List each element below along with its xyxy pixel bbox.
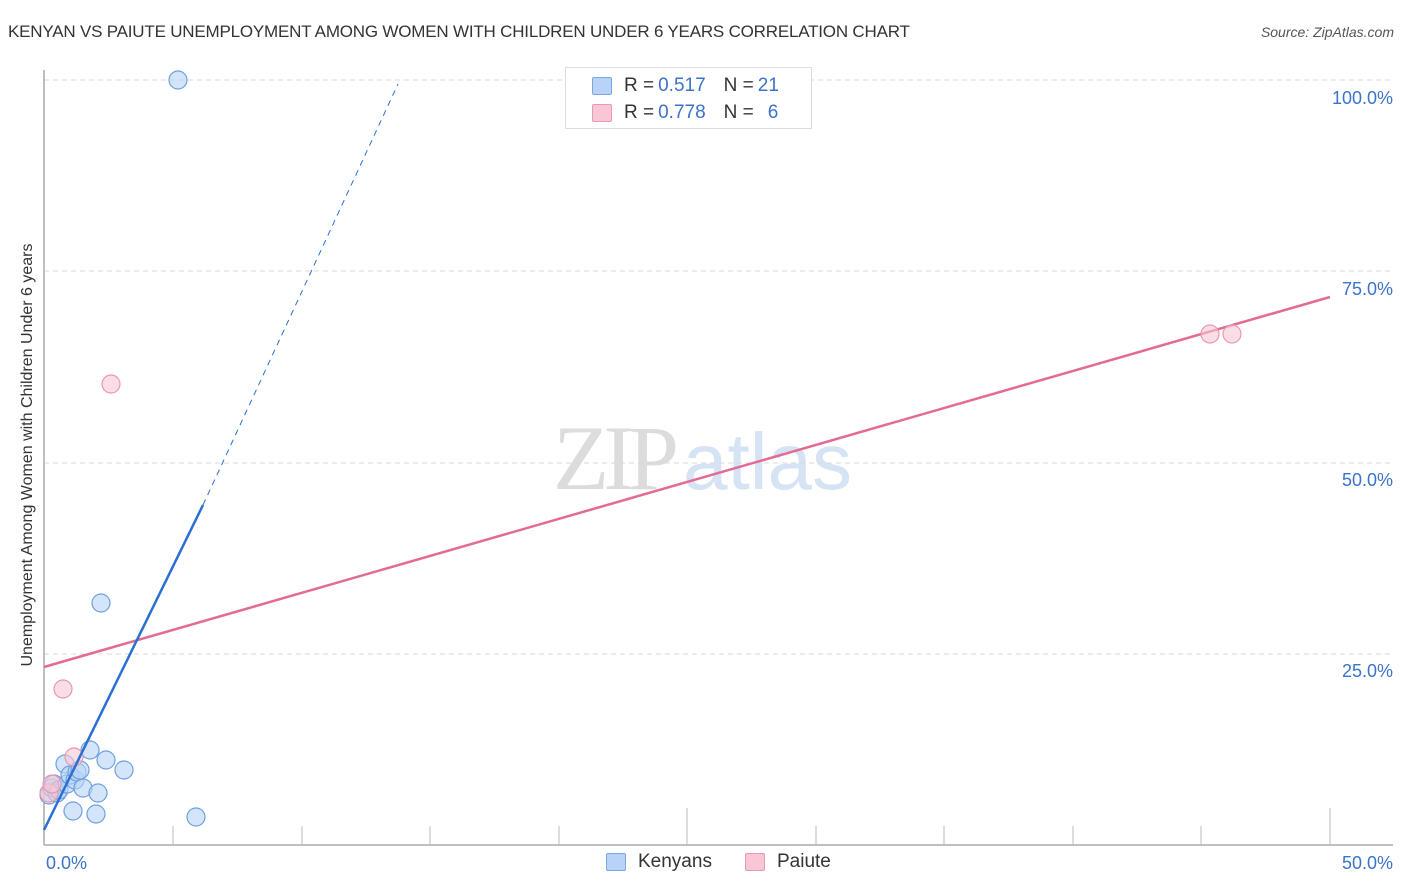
- y-tick-75: 75.0%: [1342, 279, 1393, 299]
- kenyans-swatch-icon: [592, 77, 612, 95]
- legend-label-paiute: Paiute: [777, 851, 831, 872]
- watermark-zip: ZIP: [553, 407, 679, 509]
- watermark-atlas: atlas: [683, 417, 852, 506]
- x-axis-ticks: [172, 808, 1331, 845]
- n-value: 6: [767, 102, 779, 123]
- y-tick-25: 25.0%: [1342, 661, 1393, 681]
- kenyans-trend-extension: [202, 83, 399, 506]
- kenyans-trend-line: [42, 504, 205, 831]
- legend-row-kenyans: R = 0.517 N = 21: [592, 74, 779, 98]
- n-label: N =: [723, 102, 754, 123]
- legend-row-paiute: R = 0.778 N = 6: [592, 101, 778, 125]
- legend-item-kenyans: Kenyans: [606, 851, 712, 873]
- legend-label-kenyans: Kenyans: [638, 851, 712, 872]
- chart-title: KENYAN VS PAIUTE UNEMPLOYMENT AMONG WOME…: [8, 22, 910, 41]
- paiute-swatch-icon: [745, 853, 765, 871]
- y-tick-50: 50.0%: [1342, 470, 1393, 490]
- n-value: 21: [757, 75, 779, 96]
- paiute-points: [39, 324, 1242, 803]
- x-tick-max: 50.0%: [1342, 853, 1393, 873]
- series-legend: Kenyans Paiute: [0, 851, 1406, 877]
- n-label: N =: [723, 75, 754, 96]
- source-label: Source: ZipAtlas.com: [1260, 24, 1394, 40]
- y-tick-100: 100.0%: [1332, 88, 1393, 108]
- r-label: R =: [624, 102, 655, 123]
- kenyans-points: [39, 70, 206, 827]
- paiute-trend-line: [43, 295, 1331, 669]
- legend-item-paiute: Paiute: [745, 851, 831, 873]
- paiute-swatch-icon: [592, 104, 612, 122]
- kenyans-swatch-icon: [606, 853, 626, 871]
- r-label: R =: [624, 75, 655, 96]
- r-value: 0.517: [658, 75, 706, 96]
- watermark: ZIP atlas: [553, 405, 852, 511]
- x-tick-min: 0.0%: [46, 853, 87, 873]
- gridlines: [44, 79, 1393, 655]
- r-value: 0.778: [658, 102, 706, 123]
- correlation-legend: R = 0.517 N = 21 R = 0.778 N = 6: [565, 67, 812, 129]
